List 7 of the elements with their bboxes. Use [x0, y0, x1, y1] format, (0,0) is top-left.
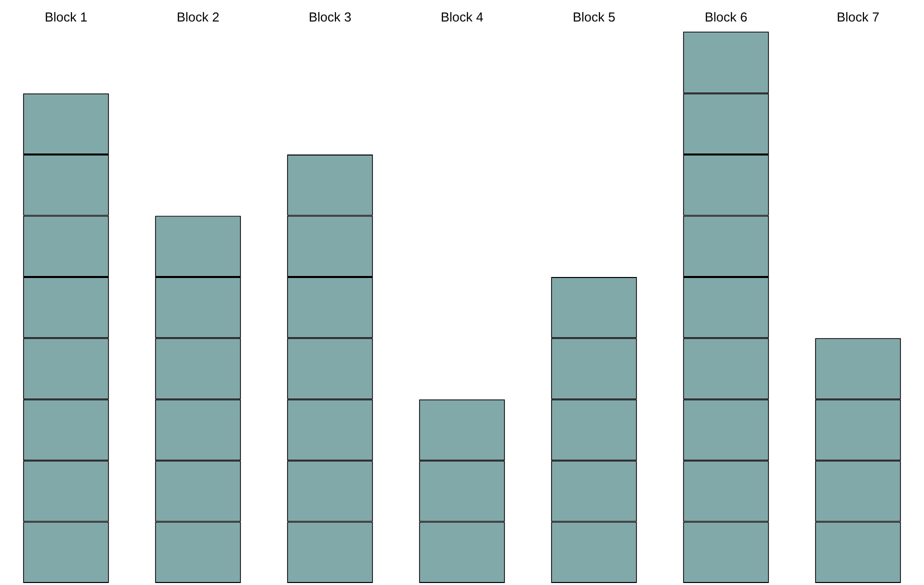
x-tick-label: Block 4 [440, 9, 484, 24]
x-tick-label: Block 2 [176, 9, 220, 24]
x-tick-label: Block 7 [836, 9, 880, 24]
x-tick-label: Block 5 [572, 9, 616, 24]
x-tick-label: Block 6 [704, 9, 748, 24]
x-tick-label: Block 3 [308, 9, 352, 24]
x-tick-label: Block 1 [44, 9, 88, 24]
